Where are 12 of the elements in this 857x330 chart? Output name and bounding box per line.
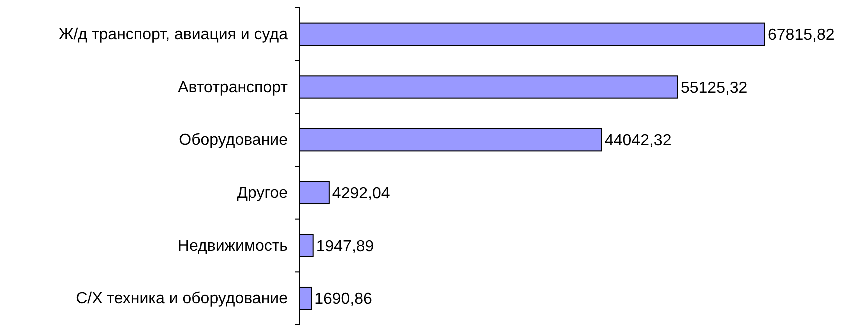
y-tick-label: Недвижимость — [178, 238, 288, 255]
y-tick-label: Другое — [237, 185, 288, 202]
data-label: 1947,89 — [316, 238, 374, 256]
y-tick-label: Ж/д транспорт, авиация и суда — [58, 26, 288, 44]
y-tick-label: Автотранспорт — [178, 79, 289, 96]
data-label: 67815,82 — [768, 27, 835, 44]
data-label: 55125,32 — [680, 80, 748, 97]
data-label: 4292,04 — [332, 186, 390, 203]
y-tick-label: Оборудование — [179, 132, 288, 150]
y-tick-label: С/Х техника и оборудование — [76, 290, 288, 308]
data-label: 44042,32 — [604, 132, 672, 150]
data-label: 1690,86 — [314, 291, 373, 308]
